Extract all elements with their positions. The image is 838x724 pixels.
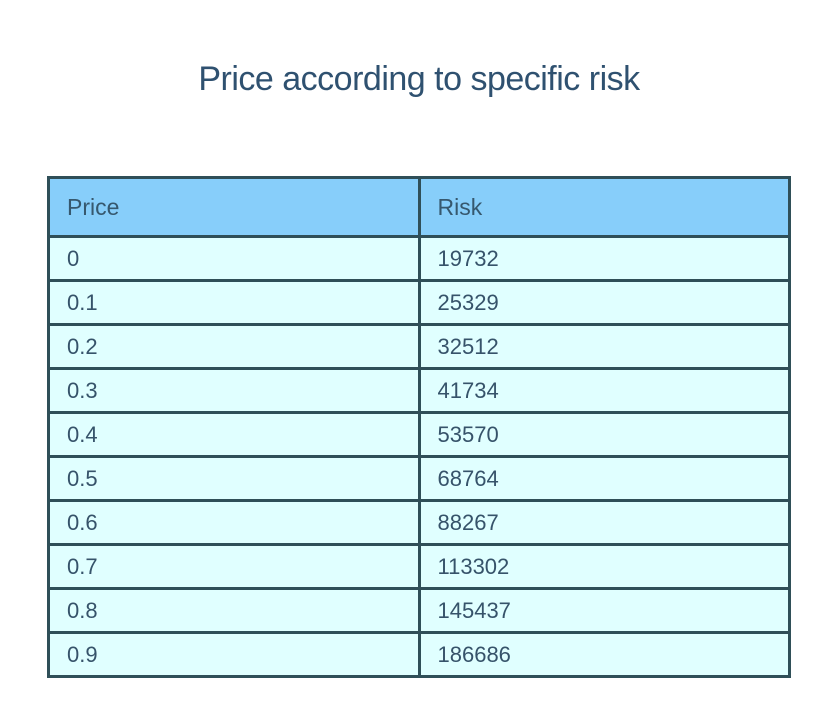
risk-cell: 41734: [417, 367, 791, 414]
table-row: 0.5 68764: [47, 455, 791, 502]
table-header-row: Price Risk: [47, 176, 791, 238]
risk-cell: 68764: [417, 455, 791, 502]
price-cell: 0.7: [47, 543, 421, 590]
price-cell: 0.1: [47, 279, 421, 326]
price-cell: 0.4: [47, 411, 421, 458]
price-column-header: Price: [47, 176, 421, 238]
table-row: 0.2 32512: [47, 323, 791, 370]
price-cell: 0.5: [47, 455, 421, 502]
price-risk-table: Price Risk 0 19732 0.1 25329 0.2 32512 0.3 4173…: [47, 176, 791, 678]
table-body: 0 19732 0.1 25329 0.2 32512 0.3 41734 0.4 53570 0.…: [47, 235, 791, 678]
table-row: 0.6 88267: [47, 499, 791, 546]
risk-cell: 53570: [417, 411, 791, 458]
price-cell: 0.9: [47, 631, 421, 678]
table-row: 0.3 41734: [47, 367, 791, 414]
table-row: 0.8 145437: [47, 587, 791, 634]
price-cell: 0: [47, 235, 421, 282]
risk-cell: 113302: [417, 543, 791, 590]
risk-cell: 25329: [417, 279, 791, 326]
price-cell: 0.3: [47, 367, 421, 414]
table-row: 0.7 113302: [47, 543, 791, 590]
risk-cell: 88267: [417, 499, 791, 546]
risk-cell: 145437: [417, 587, 791, 634]
price-cell: 0.6: [47, 499, 421, 546]
price-cell: 0.8: [47, 587, 421, 634]
table-row: 0.1 25329: [47, 279, 791, 326]
table-row: 0.9 186686: [47, 631, 791, 678]
table-row: 0.4 53570: [47, 411, 791, 458]
table-row: 0 19732: [47, 235, 791, 282]
page-title: Price according to specific risk: [198, 60, 640, 98]
risk-cell: 32512: [417, 323, 791, 370]
risk-column-header: Risk: [417, 176, 791, 238]
risk-cell: 186686: [417, 631, 791, 678]
price-cell: 0.2: [47, 323, 421, 370]
risk-cell: 19732: [417, 235, 791, 282]
